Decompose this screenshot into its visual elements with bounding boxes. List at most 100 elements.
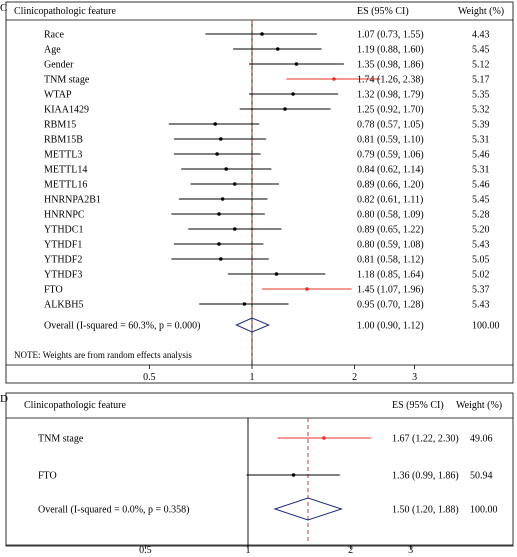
- point-estimate: [217, 212, 221, 216]
- header-weight: Weight (%): [456, 400, 502, 411]
- point-estimate: [294, 62, 299, 66]
- row-ci: 1.18 (0.85, 1.64): [357, 270, 424, 281]
- row-ci: 0.81 (0.58, 1.12): [357, 255, 424, 266]
- x-tick-label: 2: [348, 545, 353, 556]
- row-ci: 0.81 (0.59, 1.10): [357, 135, 424, 146]
- x-tick-label: 3: [408, 545, 413, 556]
- row-weight: 5.32: [472, 105, 490, 116]
- point-estimate: [291, 92, 295, 96]
- x-tick-label: 0.5: [143, 372, 156, 383]
- row-label: METTL3: [44, 150, 82, 161]
- panel-frame: [5, 392, 514, 547]
- row-label: TNM stage: [44, 75, 90, 86]
- row-label: ALKBH5: [44, 300, 83, 311]
- overall-ci: 1.00 (0.90, 1.12): [357, 321, 424, 332]
- point-estimate: [332, 77, 336, 81]
- row-label: Age: [44, 45, 61, 56]
- row-ci: 1.74 (1.26, 2.38): [357, 75, 424, 86]
- overall-weight: 100.00: [470, 505, 498, 516]
- row-weight: 5.05: [472, 255, 490, 266]
- row-weight: 5.46: [472, 180, 490, 191]
- overall-diamond: [235, 317, 271, 333]
- row-label: HNRNPC: [44, 210, 85, 221]
- panel-label: D: [0, 393, 8, 405]
- row-ci: 0.89 (0.66, 1.20): [357, 180, 424, 191]
- point-estimate: [274, 272, 279, 276]
- x-tick-label: 3: [412, 372, 417, 383]
- row-label: FTO: [44, 285, 63, 296]
- row-weight: 50.94: [470, 471, 493, 482]
- row-weight: 5.43: [472, 300, 490, 311]
- row-label: RBM15B: [44, 135, 83, 146]
- point-estimate: [219, 257, 223, 261]
- header-feature: Clinicopathologic feature: [14, 6, 116, 17]
- point-estimate: [213, 122, 218, 126]
- point-estimate: [260, 32, 264, 36]
- row-ci: 1.35 (0.98, 1.86): [357, 60, 424, 71]
- row-label: METTL16: [44, 180, 87, 191]
- row-weight: 5.46: [472, 150, 490, 161]
- row-label: METTL14: [44, 165, 87, 176]
- row-weight: 5.45: [472, 195, 490, 206]
- row-label: HNRNPA2B1: [44, 195, 101, 206]
- row-ci: 0.89 (0.65, 1.22): [357, 225, 424, 236]
- point-estimate: [219, 137, 223, 141]
- point-estimate: [242, 302, 247, 306]
- row-label: Race: [44, 30, 65, 41]
- row-ci: 0.80 (0.58, 1.09): [357, 210, 424, 221]
- row-weight: 5.39: [472, 120, 490, 131]
- point-estimate: [291, 473, 296, 477]
- row-weight: 5.37: [472, 285, 490, 296]
- row-label: TNM stage: [38, 434, 84, 445]
- row-weight: 5.31: [472, 165, 490, 176]
- row-ci: 0.84 (0.62, 1.14): [357, 165, 424, 176]
- row-ci: 0.79 (0.59, 1.06): [357, 150, 424, 161]
- row-weight: 5.35: [472, 90, 490, 101]
- row-ci: 0.95 (0.70, 1.28): [357, 300, 424, 311]
- row-ci: 1.36 (0.99, 1.86): [392, 471, 459, 482]
- row-ci: 1.32 (0.98, 1.79): [357, 90, 424, 101]
- row-ci: 1.45 (1.07, 1.96): [357, 285, 424, 296]
- panel-label: C: [0, 2, 7, 14]
- overall-label: Overall (I-squared = 60.3%, p = 0.000): [44, 321, 201, 332]
- row-ci: 0.78 (0.57, 1.05): [357, 120, 424, 131]
- footnote: NOTE: Weights are from random effects an…: [14, 350, 192, 360]
- overall-diamond: [273, 497, 344, 521]
- row-weight: 5.31: [472, 135, 490, 146]
- overall-ci: 1.50 (1.20, 1.88): [392, 505, 459, 516]
- point-estimate: [224, 167, 228, 171]
- row-label: FTO: [38, 471, 57, 482]
- x-tick-label: 1: [250, 372, 255, 383]
- header-es: ES (95% CI): [357, 6, 409, 17]
- row-ci: 0.82 (0.61, 1.11): [357, 195, 423, 206]
- overall-label: Overall (I-squared = 0.0%, p = 0.358): [38, 505, 190, 516]
- row-label: YTHDF1: [44, 240, 82, 251]
- panel-frame: [5, 1, 514, 384]
- row-weight: 5.02: [472, 270, 490, 281]
- point-estimate: [305, 287, 309, 291]
- point-estimate: [275, 47, 280, 51]
- x-tick-label: 2: [352, 372, 357, 383]
- row-weight: 5.17: [472, 75, 490, 86]
- row-ci: 1.25 (0.92, 1.70): [357, 105, 424, 116]
- row-label: YTHDF3: [44, 270, 82, 281]
- row-weight: 5.20: [472, 225, 490, 236]
- row-weight: 49.06: [470, 434, 493, 445]
- row-weight: 5.43: [472, 240, 490, 251]
- header-es: ES (95% CI): [392, 400, 444, 411]
- row-label: Gender: [44, 60, 74, 71]
- row-weight: 5.28: [472, 210, 490, 221]
- point-estimate: [215, 152, 219, 156]
- row-weight: 4.43: [472, 30, 490, 41]
- row-label: WTAP: [44, 90, 72, 101]
- row-ci: 1.19 (0.88, 1.60): [357, 45, 424, 56]
- point-estimate: [220, 197, 225, 201]
- row-label: RBM15: [44, 120, 76, 131]
- row-weight: 5.12: [472, 60, 490, 71]
- row-weight: 5.45: [472, 45, 490, 56]
- row-label: YTHDF2: [44, 255, 82, 266]
- header-weight: Weight (%): [458, 6, 504, 17]
- header-feature: Clinicopathologic feature: [24, 400, 126, 411]
- row-label: YTHDC1: [44, 225, 83, 236]
